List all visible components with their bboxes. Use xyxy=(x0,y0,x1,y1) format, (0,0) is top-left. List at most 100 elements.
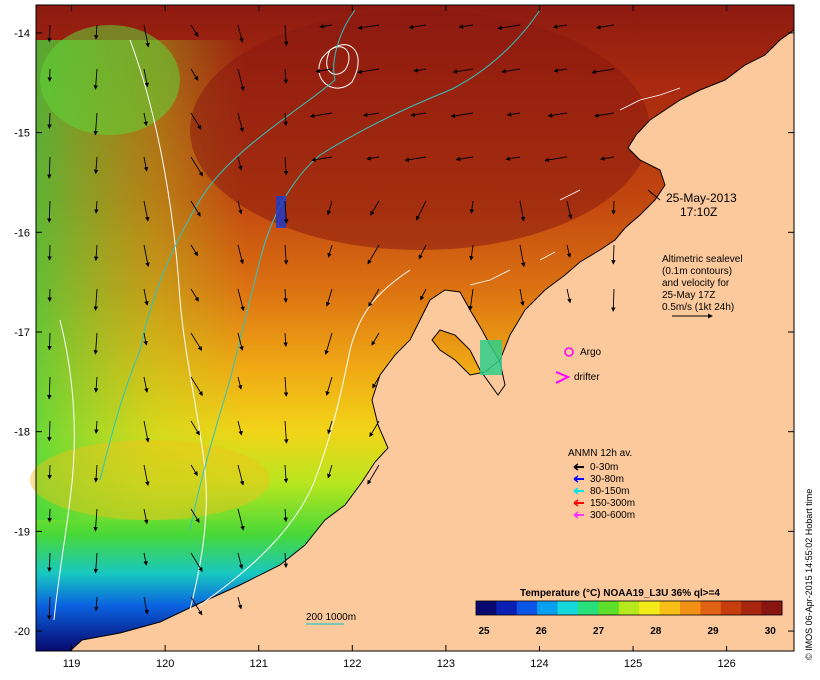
velocity-arrow xyxy=(357,68,380,74)
velocity-arrow xyxy=(94,596,99,612)
colorbar: Temperature (°C) NOAA19_L3U 36% ql>=4 25… xyxy=(472,582,788,646)
velocity-arrow xyxy=(404,156,427,162)
altimetry-legend: Altimetric sealevel (0.1m contours) and … xyxy=(662,254,743,319)
velocity-arrow xyxy=(497,24,521,31)
colorbar-swatch xyxy=(741,601,763,615)
velocity-arrow xyxy=(237,244,244,265)
velocity-arrow xyxy=(283,156,289,176)
velocity-arrow xyxy=(367,244,380,265)
velocity-arrow xyxy=(283,288,288,303)
x-tick-label: 123 xyxy=(437,658,455,670)
colorbar-swatch xyxy=(496,601,518,615)
velocity-arrow xyxy=(552,24,568,29)
velocity-arrow xyxy=(143,508,149,525)
velocity-arrow xyxy=(553,68,568,73)
velocity-arrow xyxy=(315,68,333,74)
river-plume xyxy=(276,196,286,228)
anmn-arrowhead-icon xyxy=(573,499,579,507)
velocity-arrow xyxy=(327,464,333,479)
platform-legend: Argo drifter xyxy=(555,347,602,384)
velocity-arrow xyxy=(237,596,243,610)
velocity-arrow xyxy=(143,420,150,443)
velocity-arrow xyxy=(283,332,288,347)
velocity-arrow xyxy=(416,200,427,221)
y-tick-label: -16 xyxy=(14,227,30,239)
altimetry-line-2: (0.1m contours) xyxy=(662,266,732,277)
velocity-arrow xyxy=(237,68,245,92)
colorbar-swatch xyxy=(537,601,559,615)
velocity-arrow xyxy=(371,332,380,346)
velocity-arrow xyxy=(47,376,52,400)
velocity-arrow xyxy=(506,112,521,117)
velocity-arrow xyxy=(237,156,243,171)
argo-icon xyxy=(564,347,574,357)
velocity-arrow xyxy=(190,552,203,572)
velocity-arrow xyxy=(47,24,52,43)
velocity-arrow xyxy=(143,68,149,88)
velocity-arrow xyxy=(47,332,52,351)
velocity-arrow xyxy=(372,376,380,389)
velocity-arrow xyxy=(47,244,52,261)
coastline-islands xyxy=(469,87,681,286)
velocity-arrow xyxy=(283,552,288,569)
velocity-arrow xyxy=(190,464,198,476)
velocity-arrow xyxy=(47,112,52,129)
credit-text: © IMOS 06-Apr-2015 14:55:02 Hobart time xyxy=(804,489,814,660)
velocity-arrow xyxy=(501,68,521,74)
velocity-arrow xyxy=(283,112,288,127)
anmn-arrowhead-icon xyxy=(573,463,579,471)
drifter-icon xyxy=(555,371,571,384)
anmn-item-label: 0-30m xyxy=(590,462,618,473)
velocity-arrow xyxy=(611,288,616,312)
colorbar-tick-label: 28 xyxy=(650,626,662,637)
velocity-arrow xyxy=(325,376,333,396)
velocity-arrow xyxy=(47,596,52,620)
colorbar-swatch xyxy=(578,601,599,615)
colorbar-swatch xyxy=(618,601,640,615)
velocity-arrow xyxy=(190,508,200,523)
y-axis: -14 -15 -16 -17 -18 -19 -20 xyxy=(14,28,794,638)
colorbar-ticks: 25 26 27 28 29 30 xyxy=(478,626,776,637)
timestamp-time: 17:10Z xyxy=(680,205,717,219)
velocity-arrow xyxy=(143,244,150,268)
velocity-arrow xyxy=(469,200,475,214)
velocity-arrow xyxy=(93,244,99,262)
velocity-arrow xyxy=(450,112,474,119)
depth-legend-label: 200 1000m xyxy=(306,612,356,623)
velocity-arrow xyxy=(283,68,288,84)
colorbar-swatch xyxy=(761,601,783,615)
colorbar-tick-label: 30 xyxy=(765,626,777,637)
velocity-arrow xyxy=(237,464,245,486)
velocity-arrow xyxy=(505,156,521,161)
y-tick-label: -17 xyxy=(14,327,30,339)
velocity-arrow xyxy=(47,464,52,480)
velocity-arrow xyxy=(325,288,333,307)
y-tick-label: -20 xyxy=(14,626,30,638)
velocity-arrow xyxy=(143,464,150,487)
velocity-arrow xyxy=(420,288,427,301)
colorbar-swatch xyxy=(680,601,701,615)
velocity-arrow xyxy=(284,420,289,444)
velocity-arrow xyxy=(284,200,289,224)
velocity-arrow xyxy=(237,332,244,351)
velocity-arrow xyxy=(143,332,148,346)
colorbar-title: Temperature (°C) NOAA19_L3U 36% ql>=4 xyxy=(520,588,720,599)
anmn-item-label: 150-300m xyxy=(590,498,635,509)
anmn-title: ANMN 12h av. xyxy=(568,448,632,459)
plot-area xyxy=(30,4,795,652)
velocity-arrow xyxy=(237,288,245,312)
velocity-arrow xyxy=(190,112,202,130)
velocity-arrow xyxy=(237,552,244,570)
colorbar-tick-label: 26 xyxy=(536,626,548,637)
altimetry-line-3: and velocity for xyxy=(662,278,730,289)
timestamp-date: 25-May-2013 xyxy=(666,191,737,205)
velocity-arrow xyxy=(190,288,199,302)
velocity-arrow xyxy=(363,112,380,118)
velocity-arrow xyxy=(237,24,244,43)
velocity-arrow xyxy=(408,24,427,30)
velocity-arrow xyxy=(468,288,474,311)
colorbar-tick-label: 25 xyxy=(478,626,490,637)
altimetry-line-4: 25-May 17Z xyxy=(662,290,715,301)
velocity-arrow xyxy=(93,68,99,90)
